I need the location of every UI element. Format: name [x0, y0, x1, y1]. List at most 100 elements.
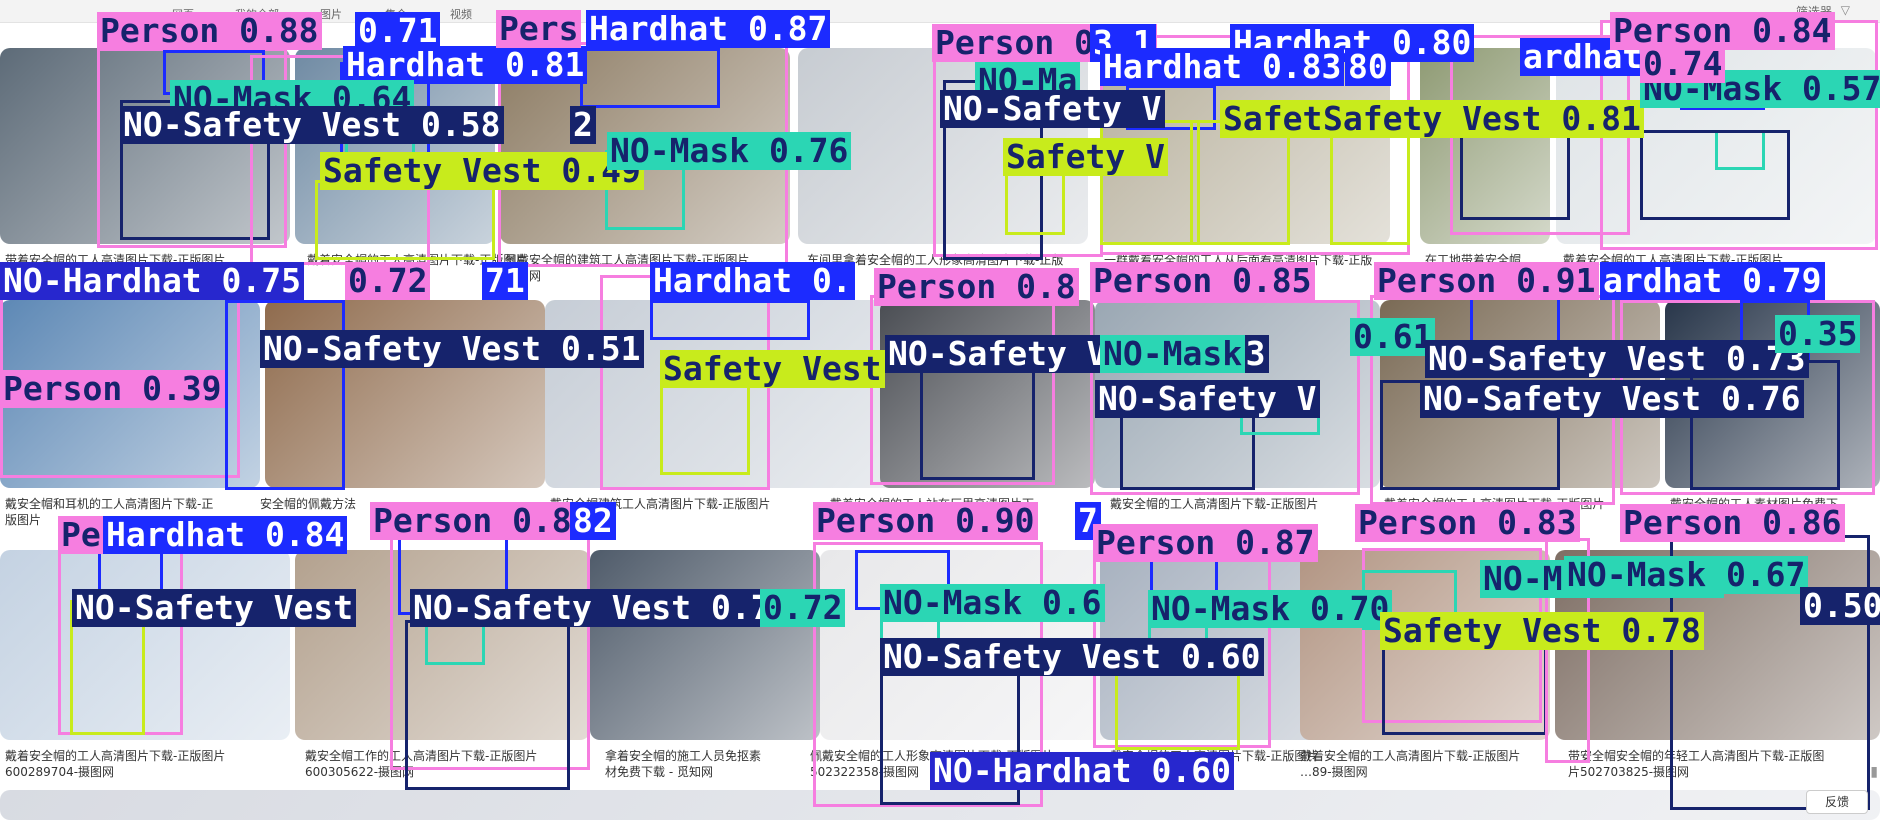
label-hardhat: 7	[1075, 502, 1101, 540]
caption-line: 戴着安全帽的工人高清图片下载-正版图片	[5, 749, 226, 763]
caption-line: 戴安全帽的工人高清图片下载-正版图片	[1110, 497, 1319, 511]
label-no-safety-vest: NO-Safety Vest 0.51	[260, 330, 644, 368]
label-person: Person 0.83	[1355, 504, 1580, 542]
label-person: Person 0.87	[1093, 524, 1318, 562]
label-person: Person 0.8	[874, 268, 1079, 306]
label-hardhat: Hardhat 0.81	[343, 46, 588, 84]
caption-line: 材免费下载 - 觅知网	[605, 765, 713, 779]
label-safety-vest: Safety V	[1003, 138, 1168, 176]
bbox-safety-vest	[315, 180, 495, 260]
caption-line: 502322358-摄图网	[810, 765, 920, 779]
feedback-label: 反馈	[1824, 795, 1849, 809]
label-no-safety-vest: NO-Safety Vest 0.60	[880, 638, 1264, 676]
label-safety-vest: Safety Vest 0.49	[320, 152, 644, 190]
bbox-hardhat	[650, 300, 810, 340]
label-hardhat: 82	[570, 502, 616, 540]
label-no-hardhat: NO-Hardhat 0.75	[0, 262, 305, 300]
result-caption[interactable]: 戴着安全帽的工人高清图片下载-正版图片 …89-摄图网	[1300, 748, 1520, 780]
label-person: Person 0.89	[370, 502, 595, 540]
label-safety-vest: Safety Vest 0.81	[1320, 100, 1644, 138]
nav-tab-images[interactable]: 图片	[320, 8, 342, 21]
label-no-safety-vest: 2	[570, 106, 596, 144]
label-no-safety-vest: NO-Safety Vest 0.73	[1425, 340, 1809, 378]
label-no-safety-vest: 0.50	[1800, 587, 1880, 625]
label-no-safety-vest: NO-Safety V	[1095, 380, 1320, 418]
result-thumbnail[interactable]	[590, 550, 820, 740]
caption-line: 拿着安全帽的施工人员免抠素	[605, 749, 762, 763]
label-person: Person 0.84	[1610, 12, 1835, 50]
result-caption[interactable]: 戴安全帽的工人高清图片下载-正版图片	[1110, 496, 1318, 512]
filter-icon[interactable]: ▽	[1840, 3, 1850, 17]
result-caption[interactable]: 戴着安全帽的工人高清图片下载-正版图片 600289704-摄图网	[5, 748, 225, 780]
label-no-mask: 0.61	[1350, 318, 1436, 356]
caption-line: 片502703825-摄图网	[1568, 765, 1690, 779]
label-person: 0.72	[345, 262, 431, 300]
label-hardhat: 80	[1345, 48, 1391, 86]
result-thumbnail[interactable]	[1420, 48, 1550, 244]
bbox-hardhat	[225, 300, 345, 490]
label-hardhat: Hardhat 0.87	[586, 10, 831, 48]
label-hardhat: Hardhat 0.83	[1100, 48, 1345, 86]
result-caption[interactable]: 戴安全帽和耳机的工人高清图片下载-正 版图片	[5, 496, 213, 528]
caption-line: …89-摄图网	[1300, 765, 1368, 779]
label-person: Person 0.88	[97, 12, 322, 50]
label-person: Pers	[496, 10, 582, 48]
label-no-safety-vest: NO-Safety Vest 0.76	[1420, 380, 1804, 418]
nav-tab-video[interactable]: 视频	[450, 8, 472, 21]
bbox-no-safety-vest	[1460, 130, 1570, 220]
label-safety-vest: Safety Vest 0.78	[1380, 612, 1704, 650]
label-safety-vest: Safety Vest	[660, 350, 885, 388]
feedback-button[interactable]: 反馈	[1806, 790, 1868, 814]
label-person: Person 0.86	[1620, 504, 1845, 542]
label-person: Person 0.90	[813, 502, 1038, 540]
bbox-safety-vest	[1330, 120, 1410, 245]
label-hardhat: Hardhat 0.	[650, 262, 855, 300]
label-no-mask: 0.72	[760, 589, 846, 627]
result-thumbnail[interactable]	[0, 550, 290, 740]
label-no-mask: 0.35	[1775, 315, 1861, 353]
result-caption[interactable]: 拿着安全帽的施工人员免抠素 材免费下载 - 觅知网	[605, 748, 761, 780]
label-hardhat: 0.71	[355, 12, 441, 50]
caption-line: 安全帽的佩戴方法	[260, 497, 357, 511]
label-no-safety-vest: NO-Safety Vest	[72, 589, 357, 627]
label-no-mask: NO-Mask 0.70	[1148, 590, 1393, 628]
bbox-no-safety-vest	[1640, 130, 1790, 220]
bbox-hardhat	[1470, 295, 1560, 345]
label-no-safety-vest: NO-Safety V	[940, 90, 1165, 128]
label-person: Person 0.85	[1090, 262, 1315, 300]
caption-line: 带安全帽安全帽的年轻工人高清图片下载-正版图	[1568, 749, 1825, 763]
caption-line: 戴着安全帽的工人高清图片下载-正版图片	[1300, 749, 1521, 763]
label-no-mask: NO-Mask 0.6	[880, 584, 1105, 622]
label-no-safety-vest: NO-Safety Vest 0.77	[410, 589, 794, 627]
result-caption[interactable]: 带安全帽安全帽的年轻工人高清图片下载-正版图 片502703825-摄图网	[1568, 748, 1824, 780]
label-person: 0.74	[1640, 45, 1726, 83]
bbox-no-safety-vest	[920, 360, 1035, 480]
result-thumbnail[interactable]	[295, 550, 590, 740]
label-hardhat: Hardhat 0.84	[103, 516, 348, 554]
caption-line: 版图片	[5, 513, 42, 527]
caption-line: 600289704-摄图网	[5, 765, 115, 779]
bbox-no-safety-vest	[405, 620, 570, 790]
label-hardhat: ardhat 0.79	[1600, 262, 1825, 300]
bbox-person	[1090, 300, 1360, 495]
label-no-mask: NO-Mask	[1100, 335, 1246, 373]
caption-line: 600305622-摄图网	[305, 765, 415, 779]
label-safety-vest: Safet	[1220, 100, 1326, 138]
label-no-safety-vest: NO-Safety Vest 0.58	[120, 106, 504, 144]
result-caption[interactable]: 安全帽的佩戴方法	[260, 496, 356, 512]
bbox-no-safety-vest	[1382, 640, 1547, 735]
result-caption[interactable]: 戴安全帽工作的工人高清图片下载-正版图片 600305622-摄图网	[305, 748, 537, 780]
result-thumbnail[interactable]	[880, 300, 1095, 488]
label-hardhat: 71	[482, 262, 528, 300]
caption-line: 戴安全帽工作的工人高清图片下载-正版图片	[305, 749, 538, 763]
bbox-hardhat	[580, 48, 720, 108]
label-person: Person 0.39	[0, 370, 225, 408]
bbox-safety-vest	[1190, 120, 1290, 245]
label-person: Pe	[58, 516, 104, 554]
scroll-indicator-icon[interactable]: ▮	[1870, 764, 1878, 780]
label-no-mask: NO-Mask 0.76	[607, 132, 852, 170]
label-no-mask: NO-Mask 0.67	[1564, 556, 1809, 594]
label-person: Person 0.91	[1374, 262, 1599, 300]
caption-line: 戴安全帽和耳机的工人高清图片下载-正	[5, 497, 214, 511]
